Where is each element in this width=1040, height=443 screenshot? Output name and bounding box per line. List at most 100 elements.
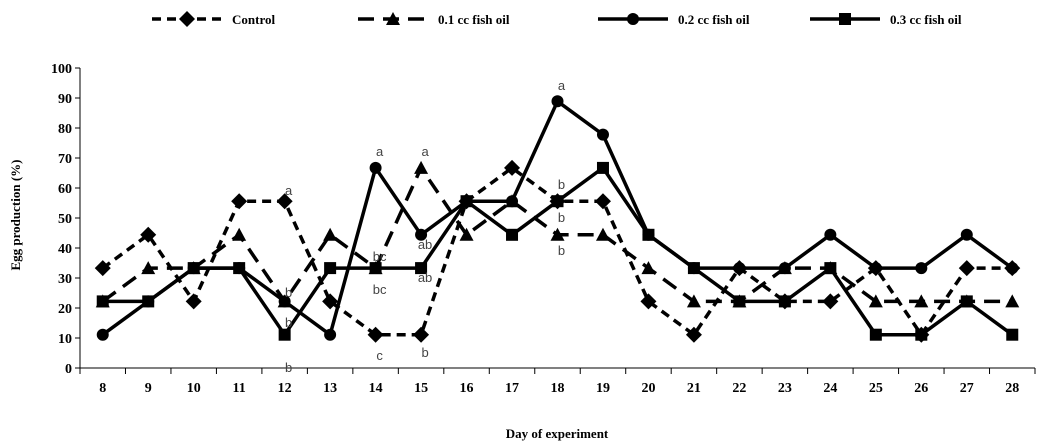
legend-label: Control [232, 12, 275, 27]
data-point [367, 326, 384, 343]
data-point [415, 228, 428, 241]
x-tick-label: 25 [869, 381, 883, 396]
data-point [94, 260, 111, 277]
data-point [915, 328, 928, 341]
data-point [460, 195, 473, 208]
data-point [640, 293, 657, 310]
data-point [324, 328, 337, 341]
x-tick-label: 20 [641, 381, 655, 396]
x-tick-label: 12 [278, 381, 292, 396]
x-tick-label: 21 [687, 381, 701, 396]
data-point [1005, 294, 1020, 308]
data-point [506, 228, 519, 241]
data-point [596, 161, 609, 174]
data-point [824, 262, 837, 275]
data-point [323, 227, 338, 241]
x-tick-label: 9 [145, 381, 152, 396]
data-point [594, 193, 611, 210]
data-point [960, 295, 973, 308]
data-point [141, 261, 156, 275]
data-point [960, 228, 973, 241]
legend-label: 0.2 cc fish oil [678, 12, 750, 27]
axes: 0 10 20 30 40 50 60 70 80 90 100 8 9 10 11 12 13 14 15 16 17… [51, 62, 1036, 396]
data-point [551, 95, 564, 108]
x-tick-label: 28 [1005, 381, 1019, 396]
y-tick-label: 40 [58, 242, 72, 257]
data-point [322, 293, 339, 310]
y-tick-label: 70 [58, 152, 72, 167]
data-point [868, 294, 883, 308]
x-tick-label: 14 [369, 381, 383, 396]
data-point [96, 328, 109, 341]
x-axis-label: Day of experiment [506, 426, 609, 441]
data-point [414, 160, 429, 174]
data-point [369, 262, 382, 275]
y-tick-label: 60 [58, 182, 72, 197]
significance-label: b [285, 285, 292, 300]
x-tick-label: 18 [551, 381, 565, 396]
data-point [278, 295, 291, 308]
legend-entry: 0.3 cc fish oil [810, 12, 962, 27]
data-point [687, 262, 700, 275]
y-tick-label: 30 [58, 272, 72, 287]
data-point [685, 326, 702, 343]
x-tick-label: 10 [187, 381, 201, 396]
data-point [324, 262, 337, 275]
data-point [140, 226, 157, 243]
x-tick-label: 17 [505, 381, 519, 396]
data-point [641, 261, 656, 275]
data-point [595, 227, 610, 241]
y-tick-label: 10 [58, 332, 72, 347]
data-point [869, 328, 882, 341]
data-point [778, 295, 791, 308]
significance-label: a [376, 144, 384, 159]
x-tick-label: 24 [823, 381, 837, 396]
data-point [915, 262, 928, 275]
data-point [185, 293, 202, 310]
legend-label: 0.3 cc fish oil [890, 12, 962, 27]
x-tick-label: 26 [914, 381, 928, 396]
y-tick-label: 80 [58, 122, 72, 137]
data-point [642, 228, 655, 241]
legend-label: 0.1 cc fish oil [438, 12, 510, 27]
y-tick-label: 90 [58, 92, 72, 107]
significance-label: a [285, 183, 293, 198]
y-tick-label: 50 [58, 212, 72, 227]
legend-marker [179, 11, 195, 27]
significance-label: bc [373, 249, 387, 264]
y-tick-label: 0 [65, 362, 72, 377]
legend-entry: Control [152, 11, 275, 27]
data-point [278, 328, 291, 341]
data-point [413, 326, 430, 343]
significance-label: b [285, 315, 292, 330]
significance-label: a [558, 78, 566, 93]
x-tick-label: 27 [960, 381, 974, 396]
data-point [1006, 262, 1019, 275]
data-point [1006, 328, 1019, 341]
data-point [596, 128, 609, 141]
significance-label: b [558, 210, 565, 225]
significance-label: bc [373, 282, 387, 297]
data-point [369, 161, 382, 174]
data-point [824, 228, 837, 241]
data-point [733, 262, 746, 275]
y-axis-label: Egg production (%) [8, 160, 23, 271]
legend-entry: 0.1 cc fish oil [358, 12, 510, 27]
x-tick-label: 19 [596, 381, 610, 396]
series-4 [96, 161, 1019, 341]
significance-label: a [421, 144, 429, 159]
x-tick-label: 11 [233, 381, 246, 396]
x-tick-label: 15 [414, 381, 428, 396]
significance-label: c [376, 348, 383, 363]
data-point [504, 159, 521, 176]
data-point [914, 294, 929, 308]
y-tick-label: 20 [58, 302, 72, 317]
data-point [822, 293, 839, 310]
significance-label: b [558, 243, 565, 258]
data-point [778, 262, 791, 275]
data-point [550, 227, 565, 241]
data-point [869, 262, 882, 275]
legend-marker [839, 13, 851, 25]
